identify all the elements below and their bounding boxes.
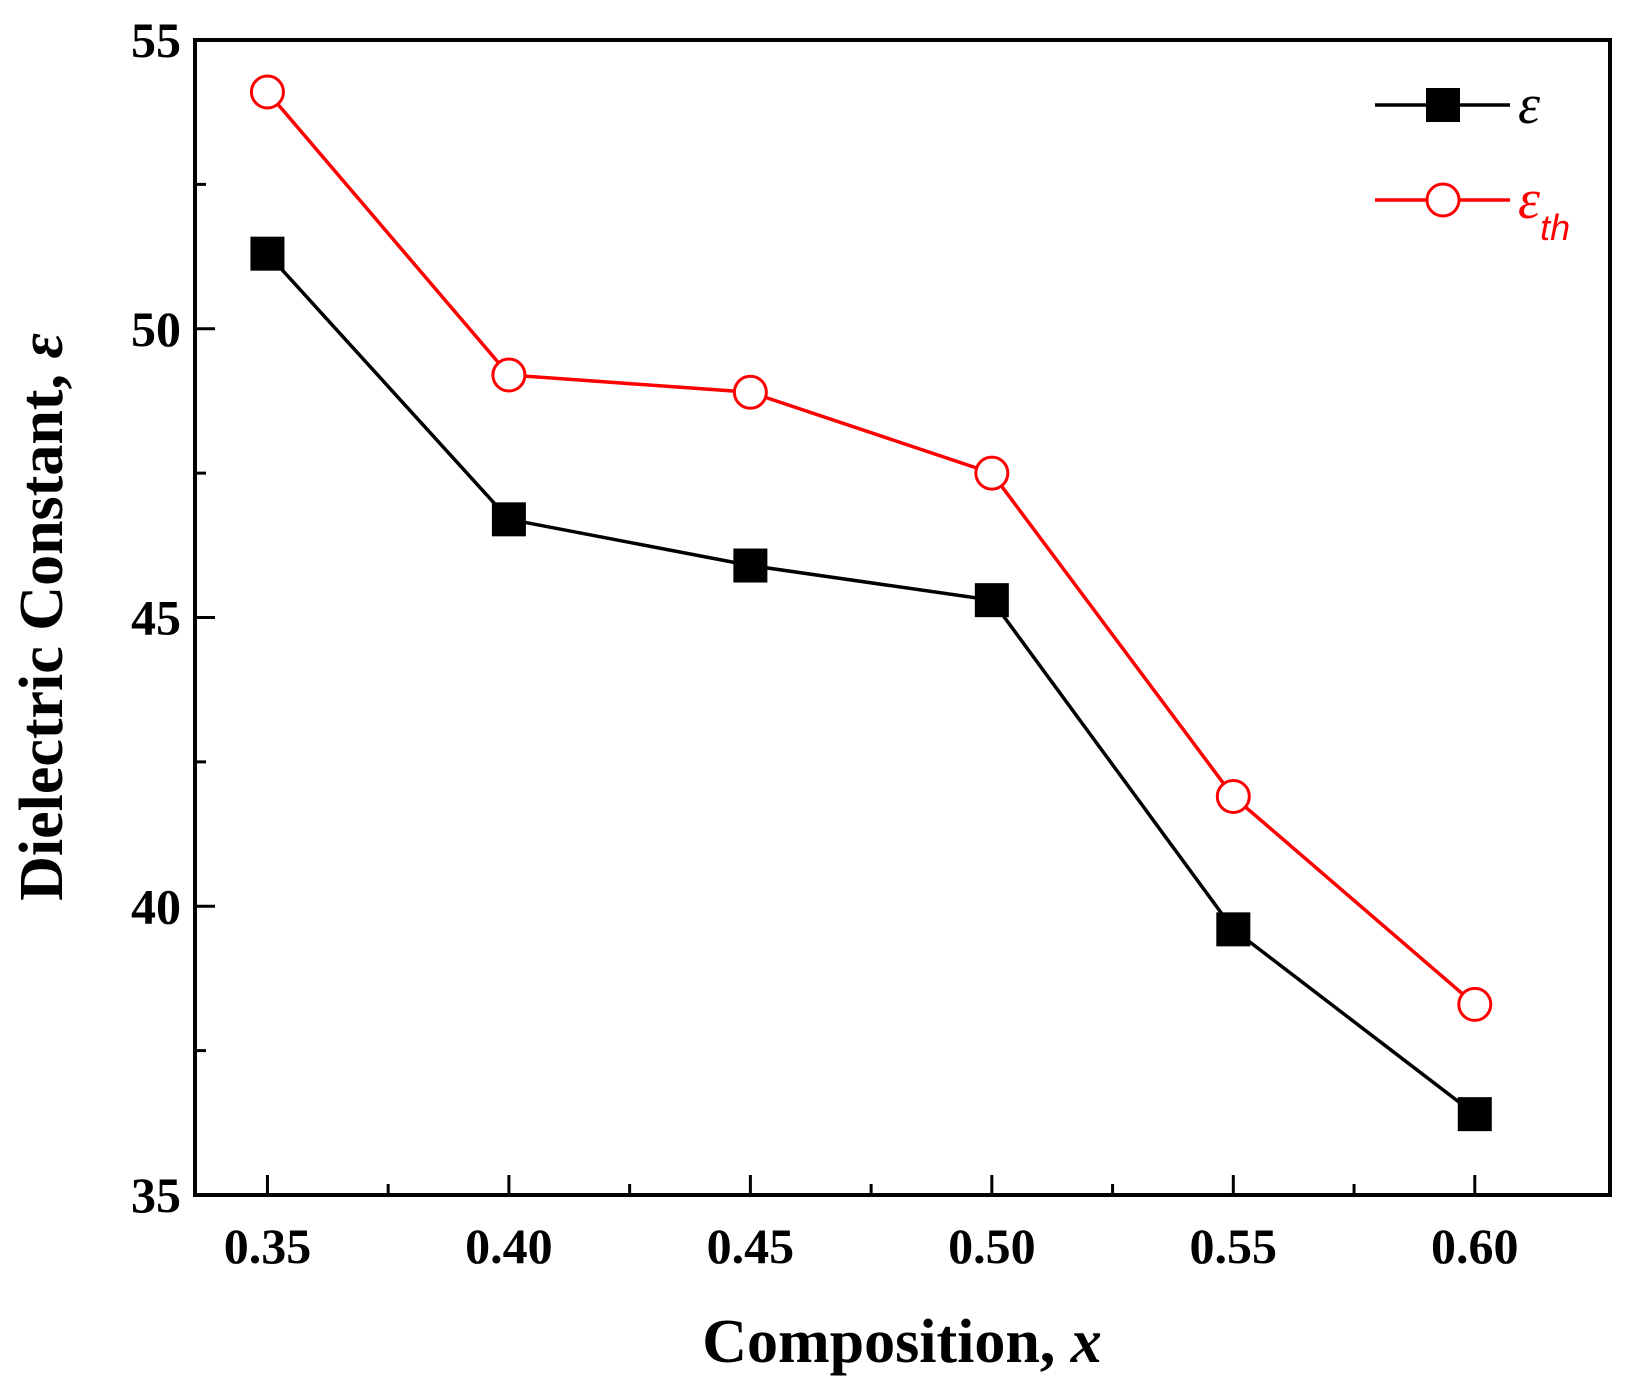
- series-line-filled-square: [266, 252, 1476, 1116]
- legend-label: ε: [1518, 74, 1541, 136]
- data-point-open-circle: [249, 74, 285, 110]
- legend-label-subscript: th: [1540, 207, 1570, 248]
- data-point-open-circle: [1215, 779, 1251, 815]
- y-axis-variable: ε: [8, 333, 76, 358]
- data-point-filled-square: [974, 583, 1009, 618]
- data-point-open-circle: [974, 455, 1010, 491]
- data-point-filled-square: [250, 236, 285, 271]
- data-point-filled-square: [1216, 912, 1251, 947]
- legend-marker: [1426, 88, 1460, 122]
- x-tick-label: 0.45: [707, 1218, 795, 1274]
- y-tick-label: 50: [131, 301, 181, 357]
- data-point-open-circle: [491, 357, 527, 393]
- y-tick-label: 45: [131, 590, 181, 646]
- data-point-filled-square: [491, 502, 526, 537]
- data-point-open-circle: [732, 374, 768, 410]
- y-axis-title: Dielectric Constant, ε: [8, 333, 76, 901]
- x-tick-label: 0.40: [465, 1218, 553, 1274]
- x-tick-label: 0.35: [224, 1218, 312, 1274]
- x-axis-title: Composition, x: [702, 1308, 1102, 1376]
- y-tick-label: 35: [131, 1167, 181, 1223]
- y-tick-label: 55: [131, 12, 181, 68]
- x-tick-label: 0.55: [1190, 1218, 1278, 1274]
- data-point-filled-square: [1457, 1097, 1492, 1132]
- plot-frame: [193, 38, 1612, 1197]
- series-markers: [249, 74, 1493, 1132]
- axis-ticks: 0.35 0.40 0.45 0.50 0.55 0.60 35 40 45 50 55: [131, 12, 1519, 1274]
- x-tick-label: 0.50: [948, 1218, 1036, 1274]
- x-axis-variable: x: [1070, 1308, 1102, 1376]
- data-point-filled-square: [733, 548, 768, 583]
- x-tick-label: 0.60: [1431, 1218, 1519, 1274]
- y-tick-label: 40: [131, 878, 181, 934]
- series-line-open-circle: [266, 90, 1476, 1006]
- legend-marker: [1425, 182, 1461, 218]
- data-point-open-circle: [1457, 986, 1493, 1022]
- series-lines: [266, 90, 1476, 1116]
- legend-label: εth: [1518, 169, 1570, 248]
- legend: ε εth: [1375, 74, 1570, 248]
